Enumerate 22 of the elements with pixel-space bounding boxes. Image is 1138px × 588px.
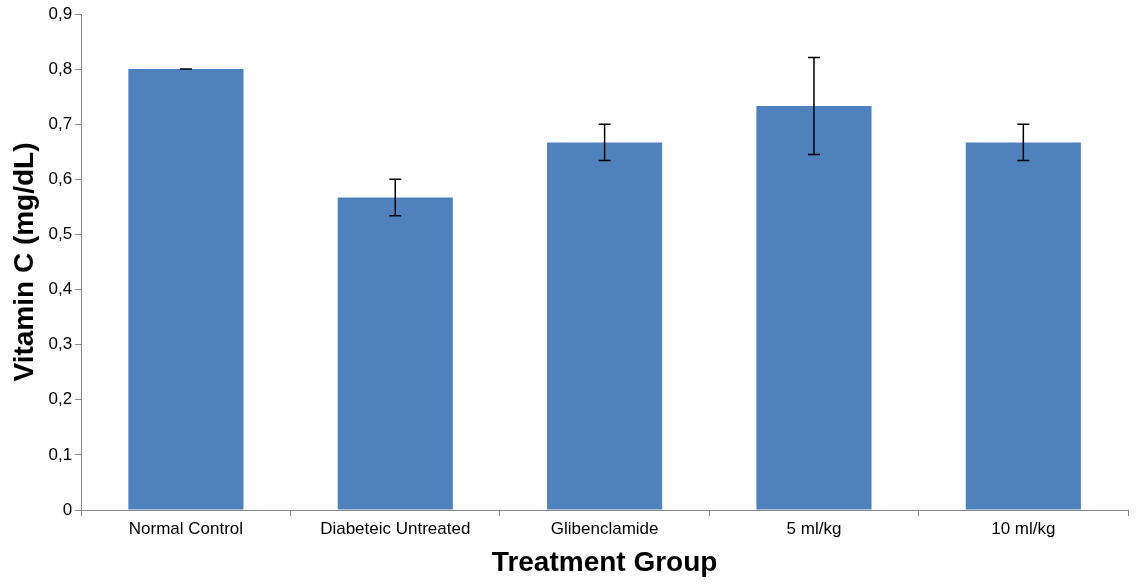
x-axis-title: Treatment Group [491,545,718,577]
bar [547,142,663,510]
x-tick-label: 5 ml/kg [786,518,842,538]
y-axis-title: Vitamin C (mg/dL) [7,142,39,382]
x-tick-label: Normal Control [128,518,244,538]
y-tick-label: 0,1 [48,444,73,464]
y-tick-label: 0,6 [48,169,73,189]
x-tick-label: Diabeteic Untreated [320,518,471,538]
y-tick-label: 0 [62,499,73,519]
y-tick-label: 0,5 [48,224,73,244]
y-tick-label: 0,7 [48,113,73,133]
x-tick-label: 10 ml/kg [991,518,1056,538]
x-tick-label: Glibenclamide [550,518,659,538]
bar [756,106,872,510]
y-tick-label: 0,9 [48,3,73,23]
y-tick-label: 0,2 [48,389,73,409]
bar [128,69,244,510]
bar [965,142,1081,510]
y-tick-label: 0,8 [48,58,73,78]
y-tick-label: 0,4 [48,279,73,299]
y-tick-label: 0,3 [48,334,73,354]
bar [337,197,453,510]
